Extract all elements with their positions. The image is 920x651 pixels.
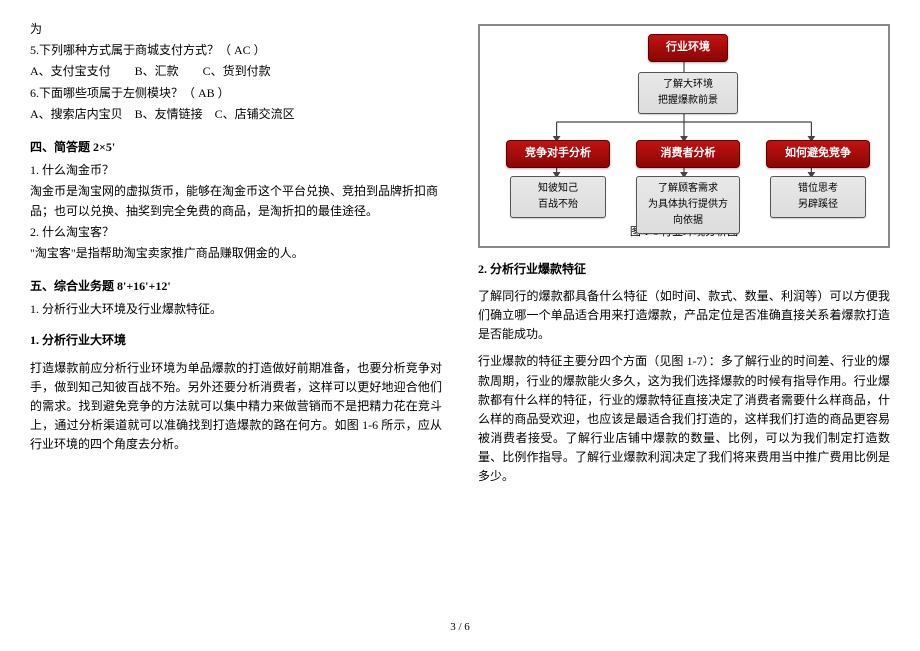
node3-sub: 错位思考 另辟蹊径 (770, 176, 866, 218)
node2-s2: 为具体执行提供方 (643, 197, 733, 213)
node2-sub: 了解顾客需求 为具体执行提供方 向依据 (636, 176, 740, 234)
node-top-sub1: 了解大环境 (645, 77, 731, 93)
q4-2: 2. 什么淘宝客？ (30, 223, 442, 242)
page-number: 3 / 6 (0, 619, 920, 637)
node1: 竞争对手分析 (506, 140, 610, 168)
node2-s3: 向依据 (643, 213, 733, 229)
para3: 行业爆款的特征主要分四个方面（见图 1-7）：多了解行业的时间差、行业的爆款周期… (478, 352, 890, 486)
text-line: 为 (30, 20, 442, 39)
question-6: 6.下面哪些项属于左侧模块？（ AB ） (30, 84, 442, 103)
q4-1: 1. 什么淘金币？ (30, 161, 442, 180)
para1: 打造爆款前应分析行业环境为单品爆款的打造做好前期准备，也要分析竞争对手，做到知己… (30, 359, 442, 455)
right-column: 行业环境 了解大环境 把握爆款前景 竞争对手分析 消费者分析 如何避免竞争 知彼… (478, 20, 890, 487)
a4-2: "淘宝客"是指帮助淘宝卖家推广商品赚取佣金的人。 (30, 244, 442, 263)
sub2: 2. 分析行业爆款特征 (478, 260, 890, 279)
node-top: 行业环境 (648, 34, 728, 62)
node3: 如何避免竞争 (766, 140, 870, 168)
left-column: 为 5.下列哪种方式属于商城支付方式？（ AC ） A、支付宝支付 B、汇款 C… (30, 20, 442, 487)
a4-1: 淘金币是淘宝网的虚拟货币，能够在淘金币这个平台兑换、竞拍到品牌折扣商品；也可以兑… (30, 182, 442, 220)
sub1: 1. 分析行业大环境 (30, 331, 442, 350)
question-5-options: A、支付宝支付 B、汇款 C、货到付款 (30, 62, 442, 81)
figure-1-6: 行业环境 了解大环境 把握爆款前景 竞争对手分析 消费者分析 如何避免竞争 知彼… (478, 24, 890, 248)
node3-s1: 错位思考 (777, 181, 859, 197)
question-5: 5.下列哪种方式属于商城支付方式？（ AC ） (30, 41, 442, 60)
node3-s2: 另辟蹊径 (777, 197, 859, 213)
s5-1: 1. 分析行业大环境及行业爆款特征。 (30, 300, 442, 319)
section-4-title: 四、简答题 2×5' (30, 138, 442, 157)
node-top-sub2: 把握爆款前景 (645, 93, 731, 109)
para2: 了解同行的爆款都具备什么特征（如时间、款式、数量、利润等）可以方便我们确立哪一个… (478, 287, 890, 345)
node2: 消费者分析 (636, 140, 740, 168)
node-top-sub: 了解大环境 把握爆款前景 (638, 72, 738, 114)
node1-sub: 知彼知己 百战不殆 (510, 176, 606, 218)
section-5-title: 五、综合业务题 8'+16'+12' (30, 277, 442, 296)
node1-s1: 知彼知己 (517, 181, 599, 197)
question-6-options: A、搜索店内宝贝 B、友情链接 C、店铺交流区 (30, 105, 442, 124)
node1-s2: 百战不殆 (517, 197, 599, 213)
node2-s1: 了解顾客需求 (643, 181, 733, 197)
